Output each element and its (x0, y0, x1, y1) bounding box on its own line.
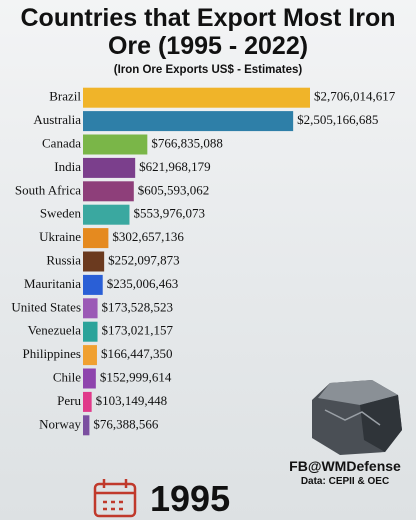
category-label: South Africa (15, 182, 81, 197)
value-label: $766,835,088 (151, 135, 223, 150)
category-label: Canada (42, 135, 81, 150)
bar (83, 345, 97, 366)
category-label: United States (11, 299, 81, 314)
category-label: Venezuela (28, 323, 82, 338)
bar (83, 204, 130, 225)
value-label: $553,976,073 (133, 206, 205, 221)
value-label: $235,006,463 (107, 276, 179, 291)
value-label: $166,447,350 (101, 346, 173, 361)
bar (83, 111, 294, 132)
value-label: $2,706,014,617 (314, 89, 396, 104)
bar (83, 181, 134, 202)
value-label: $252,097,873 (108, 252, 180, 267)
bar (83, 415, 90, 436)
ore-icon (312, 380, 402, 455)
value-label: $173,528,523 (102, 299, 174, 314)
value-label: $152,999,614 (100, 369, 172, 384)
bar (83, 391, 92, 412)
credit: FB@WMDefense (289, 458, 401, 474)
value-label: $173,021,157 (102, 323, 174, 338)
bar (83, 274, 103, 295)
calendar-icon (93, 479, 137, 518)
bar (83, 298, 98, 319)
bar (83, 368, 96, 389)
value-label: $76,388,566 (93, 416, 159, 431)
category-label: Chile (53, 369, 81, 384)
category-label: Philippines (22, 346, 81, 361)
category-label: Norway (39, 416, 81, 431)
source: Data: CEPII & OEC (300, 476, 390, 487)
value-label: $2,505,166,685 (297, 112, 378, 127)
value-label: $621,968,179 (139, 159, 211, 174)
bar (83, 87, 310, 108)
year-label: 1995 (150, 478, 231, 519)
category-label: India (54, 159, 81, 174)
category-label: Mauritania (24, 276, 81, 291)
category-label: Ukraine (39, 229, 81, 244)
chart-subtitle: (Iron Ore Exports US$ - Estimates) (113, 64, 303, 76)
category-label: Russia (46, 252, 81, 267)
category-label: Australia (33, 112, 81, 127)
value-label: $302,657,136 (112, 229, 184, 244)
category-label: Brazil (49, 89, 81, 104)
bar (83, 321, 98, 342)
bar (83, 228, 109, 249)
category-label: Sweden (40, 206, 82, 221)
bar (83, 251, 105, 272)
chart-title: Countries that Export Most Iron Ore (199… (20, 4, 396, 60)
value-label: $103,149,448 (96, 393, 168, 408)
bar (83, 134, 148, 155)
category-label: Peru (57, 393, 81, 408)
value-label: $605,593,062 (138, 182, 210, 197)
bar (83, 157, 136, 178)
